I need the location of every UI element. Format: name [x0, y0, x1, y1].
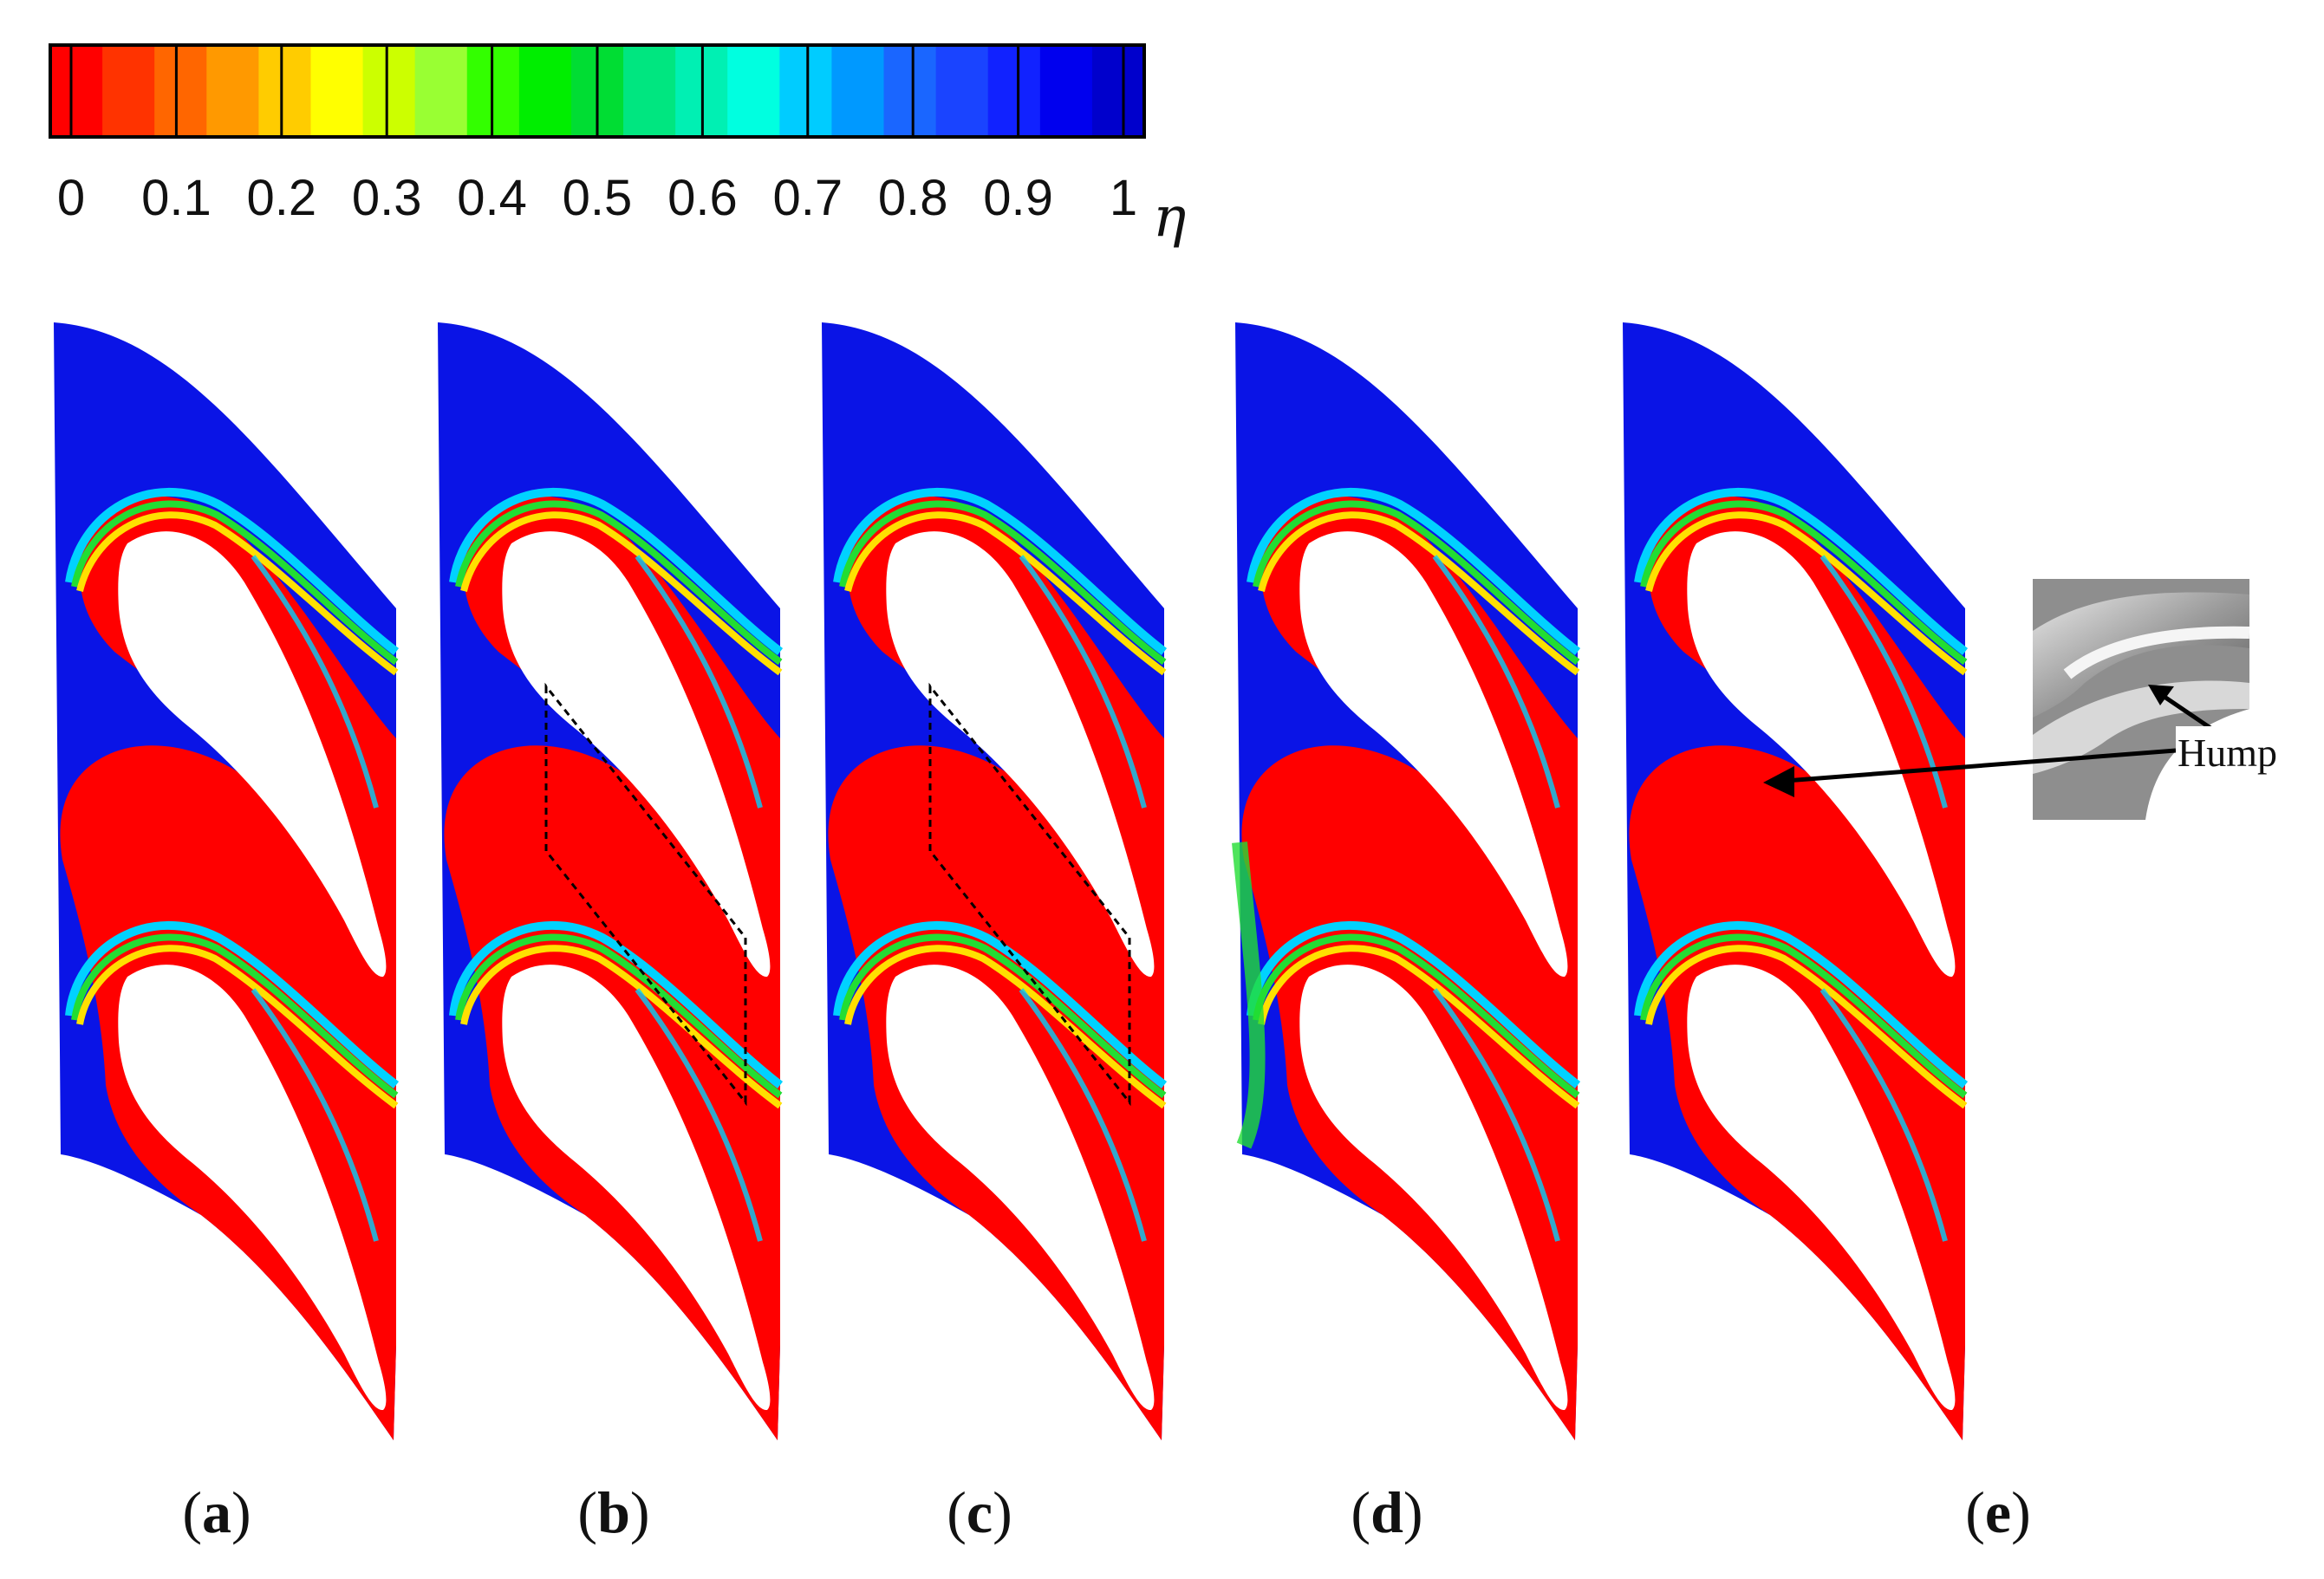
colorbar-tick-label: 0.2 [246, 170, 316, 226]
colorbar-segment [102, 45, 155, 137]
colorbar-segment [518, 45, 572, 137]
panel-c [822, 322, 1164, 1440]
colorbar-tick-label: 0.6 [667, 170, 738, 226]
colorbar-segment [883, 45, 937, 137]
contour-panels: (a) (b) (c) (d) (e) [54, 322, 2031, 1545]
dashed-region-box [544, 682, 747, 1107]
blade-passage-contour [54, 322, 396, 1440]
colorbar-segment [258, 45, 312, 137]
colorbar-segment [831, 45, 885, 137]
colorbar-segment [362, 45, 416, 137]
colorbar-segment [779, 45, 833, 137]
colorbar-segment [50, 45, 103, 137]
colorbar-segment [466, 45, 520, 137]
colorbar-tick-label: 0.5 [563, 170, 633, 226]
hump-annotation: Hump [1763, 685, 2306, 797]
colorbar-segment [154, 45, 208, 137]
colorbar-segment [935, 45, 989, 137]
colorbar-tick-label: 0.3 [352, 170, 422, 226]
panel-label: (a) [182, 1479, 251, 1545]
blade-passage-contour [1623, 322, 1965, 1440]
colorbar-tick-label: 0 [57, 170, 85, 226]
dashed-region-box [928, 682, 1131, 1107]
hump-label: Hump [2178, 731, 2277, 775]
colorbar-tick-label: 0.8 [878, 170, 948, 226]
panel-label: (c) [947, 1479, 1012, 1545]
colorbar-tick-label: 0.7 [772, 170, 843, 226]
panel-a [54, 322, 396, 1440]
colorbar-segment [310, 45, 364, 137]
panel-d [1235, 322, 1578, 1440]
panel-label: (e) [1965, 1479, 2031, 1545]
colorbar-frame [49, 43, 1146, 139]
colorbar-segment [987, 45, 1041, 137]
panel-b [438, 322, 780, 1440]
colorbar: 0 0.1 0.2 0.3 0.4 0.5 0.6 0.7 0.8 0.9 1 η [49, 43, 1186, 250]
colorbar-tick-label: 0.9 [983, 170, 1053, 226]
colorbar-segment [414, 45, 468, 137]
blade-passage-contour [438, 322, 780, 1440]
colorbar-segment [727, 45, 781, 137]
colorbar-tick-label: 0.4 [457, 170, 527, 226]
region-tint [1232, 841, 1266, 1149]
panel-e [1623, 322, 1965, 1440]
panel-label: (b) [577, 1479, 649, 1545]
hump-inset [2033, 579, 2250, 820]
colorbar-symbol: η [1153, 185, 1186, 250]
colorbar-segment [206, 45, 260, 137]
colorbar-tick-label: 1 [1110, 170, 1137, 226]
colorbar-segment [623, 45, 676, 137]
colorbar-segment [1091, 45, 1145, 137]
colorbar-segment [1039, 45, 1093, 137]
panel-label: (d) [1351, 1479, 1422, 1545]
blade-passage-contour [822, 322, 1164, 1440]
colorbar-tick-label: 0.1 [141, 170, 212, 226]
blade-passage-contour [1235, 322, 1578, 1440]
